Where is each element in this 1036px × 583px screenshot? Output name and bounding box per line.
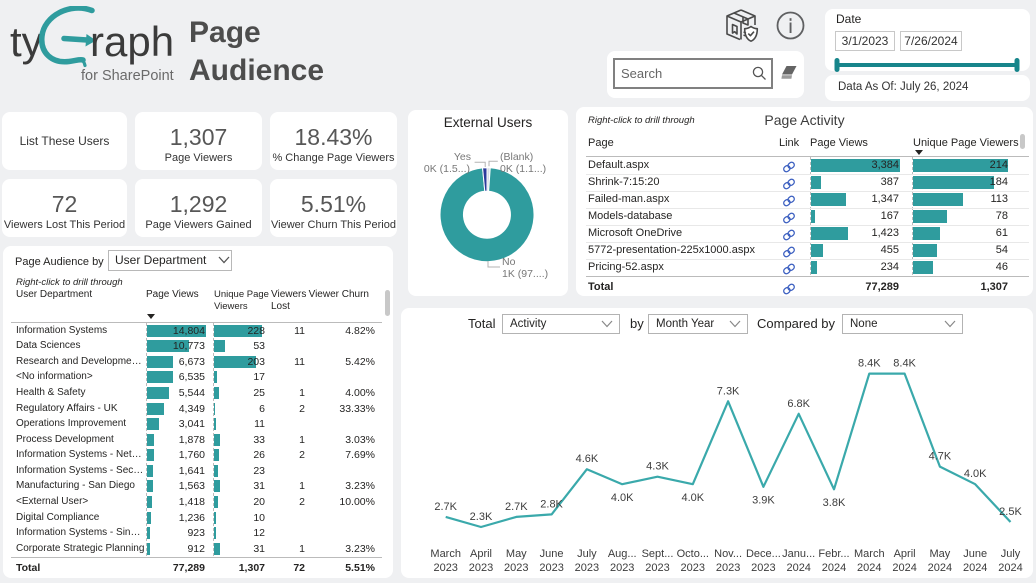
- svg-text:April: April: [470, 548, 492, 560]
- svg-text:2023: 2023: [433, 562, 457, 574]
- svg-text:April: April: [894, 548, 916, 560]
- svg-text:March: March: [854, 548, 885, 560]
- svg-text:May: May: [930, 548, 951, 560]
- svg-text:Febr...: Febr...: [818, 548, 849, 560]
- svg-text:Nov...: Nov...: [714, 548, 742, 560]
- svg-text:1K (97....): 1K (97....): [502, 268, 548, 280]
- svg-text:0K (1.5...): 0K (1.5...): [424, 163, 470, 175]
- svg-text:4.3K: 4.3K: [646, 461, 669, 473]
- svg-text:2024: 2024: [892, 562, 916, 574]
- svg-text:2.7K: 2.7K: [434, 501, 457, 513]
- svg-text:8.4K: 8.4K: [893, 358, 916, 370]
- svg-text:7.3K: 7.3K: [717, 385, 740, 397]
- svg-text:Yes: Yes: [454, 151, 471, 163]
- svg-text:3.9K: 3.9K: [752, 494, 775, 506]
- svg-text:4.7K: 4.7K: [929, 451, 952, 463]
- svg-text:2024: 2024: [857, 562, 881, 574]
- svg-text:2023: 2023: [504, 562, 528, 574]
- svg-text:May: May: [506, 548, 527, 560]
- svg-text:July: July: [577, 548, 597, 560]
- svg-text:2023: 2023: [610, 562, 634, 574]
- svg-text:4.0K: 4.0K: [681, 492, 704, 504]
- svg-text:2.3K: 2.3K: [470, 511, 493, 523]
- svg-text:2024: 2024: [786, 562, 810, 574]
- svg-text:for SharePoint: for SharePoint: [81, 68, 174, 84]
- svg-text:June: June: [963, 548, 987, 560]
- svg-text:8.4K: 8.4K: [858, 358, 881, 370]
- svg-text:2.7K: 2.7K: [505, 501, 528, 513]
- svg-text:raph: raph: [90, 18, 174, 65]
- svg-text:4.6K: 4.6K: [576, 453, 599, 465]
- svg-text:Dece...: Dece...: [746, 548, 781, 560]
- svg-text:Janu...: Janu...: [782, 548, 815, 560]
- svg-text:Sept...: Sept...: [642, 548, 674, 560]
- svg-text:2024: 2024: [998, 562, 1022, 574]
- svg-text:Octo...: Octo...: [677, 548, 709, 560]
- svg-text:4.0K: 4.0K: [964, 468, 987, 480]
- svg-text:0K (1.1...): 0K (1.1...): [500, 163, 546, 175]
- svg-text:2.8K: 2.8K: [540, 498, 563, 510]
- svg-text:2023: 2023: [681, 562, 705, 574]
- svg-text:6.8K: 6.8K: [787, 398, 810, 410]
- svg-text:No: No: [502, 256, 516, 268]
- svg-text:March: March: [430, 548, 461, 560]
- svg-text:2023: 2023: [751, 562, 775, 574]
- svg-text:2023: 2023: [469, 562, 493, 574]
- svg-text:Aug...: Aug...: [608, 548, 637, 560]
- svg-text:(Blank): (Blank): [500, 151, 533, 163]
- svg-text:2023: 2023: [716, 562, 740, 574]
- svg-text:3.8K: 3.8K: [823, 497, 846, 509]
- svg-text:2023: 2023: [539, 562, 563, 574]
- svg-text:June: June: [540, 548, 564, 560]
- svg-text:2023: 2023: [575, 562, 599, 574]
- svg-text:2023: 2023: [645, 562, 669, 574]
- svg-text:2024: 2024: [928, 562, 952, 574]
- svg-text:ty: ty: [10, 18, 43, 65]
- svg-text:July: July: [1001, 548, 1021, 560]
- svg-text:2024: 2024: [963, 562, 987, 574]
- svg-text:2024: 2024: [822, 562, 846, 574]
- svg-text:2.5K: 2.5K: [999, 506, 1022, 518]
- svg-text:4.0K: 4.0K: [611, 492, 634, 504]
